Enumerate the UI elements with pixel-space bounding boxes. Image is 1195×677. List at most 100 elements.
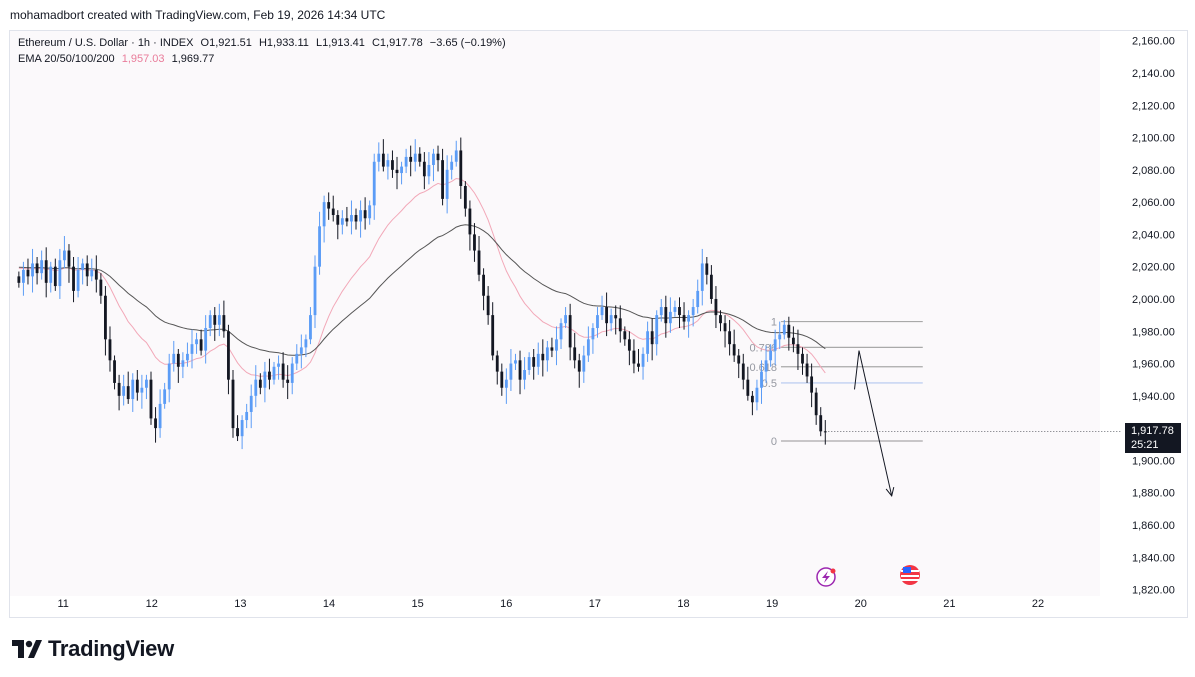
candle-body xyxy=(650,331,654,345)
candle-body xyxy=(413,153,417,162)
candle-body xyxy=(304,339,308,348)
ema-label[interactable]: EMA 20/50/100/200 xyxy=(18,53,115,65)
candle-body xyxy=(135,379,139,393)
candle-body xyxy=(778,334,782,340)
candle-body xyxy=(764,360,768,372)
x-tick-label: 14 xyxy=(323,598,335,610)
candle-body xyxy=(236,428,239,437)
y-tick-label: 2,160.00 xyxy=(1132,36,1175,48)
y-tick-label: 2,000.00 xyxy=(1132,294,1175,306)
candle-body xyxy=(409,156,413,162)
candle-body xyxy=(418,153,422,162)
candle-body xyxy=(541,353,545,361)
x-tick-label: 17 xyxy=(589,598,601,610)
candle-body xyxy=(719,315,722,324)
x-tick-label: 15 xyxy=(412,598,424,610)
y-tick-label: 1,880.00 xyxy=(1132,488,1175,500)
candle-body xyxy=(814,392,818,416)
candle-body xyxy=(568,315,572,348)
candle-body xyxy=(309,315,312,340)
candle-body xyxy=(714,298,718,316)
candle-body xyxy=(796,344,800,354)
candle-body xyxy=(705,263,709,275)
lightning-event-icon[interactable] xyxy=(816,567,836,587)
candle-body xyxy=(495,355,499,372)
candle-body xyxy=(473,234,476,251)
candle-body xyxy=(249,395,253,412)
fib-level-label: 0.618 xyxy=(749,362,777,374)
candle-body xyxy=(295,353,299,364)
events-layer xyxy=(816,565,920,587)
candle-body xyxy=(199,339,203,351)
candle-body xyxy=(299,347,303,354)
candle-body xyxy=(231,379,235,429)
candle-body xyxy=(290,363,294,383)
y-tick-label: 1,900.00 xyxy=(1132,455,1175,467)
candle-body xyxy=(687,315,691,322)
candle-body xyxy=(81,263,85,270)
x-tick-label: 12 xyxy=(146,598,158,610)
candle-body xyxy=(482,274,485,296)
candle-body xyxy=(322,202,326,227)
candle-body xyxy=(550,347,554,351)
candle-body xyxy=(386,160,390,167)
last-price-tag: 1,917.78 25:21 xyxy=(1125,423,1181,453)
candle-body xyxy=(600,307,604,316)
candle-body xyxy=(614,315,618,319)
y-tick-label: 1,940.00 xyxy=(1132,391,1175,403)
candle-body xyxy=(436,153,440,161)
fib-level-label: 0 xyxy=(771,436,777,448)
candle-body xyxy=(559,323,563,340)
candle-body xyxy=(58,260,62,287)
candle-body xyxy=(167,363,171,390)
fib-level-label: 0.786 xyxy=(749,342,777,354)
x-tick-label: 20 xyxy=(855,598,867,610)
candle-body xyxy=(204,328,208,351)
y-axis: 2,160.00 2,140.00 2,120.00 2,100.00 2,080.00… xyxy=(1132,36,1175,597)
x-tick-label: 19 xyxy=(766,598,778,610)
candle-body xyxy=(99,279,103,296)
x-tick-label: 18 xyxy=(677,598,689,610)
candle-body xyxy=(145,379,148,388)
candle-body xyxy=(26,269,30,277)
candle-body xyxy=(641,353,645,367)
candle-body xyxy=(90,269,94,277)
candle-body xyxy=(555,339,558,351)
low-value: L1,913.41 xyxy=(315,37,365,49)
candle-body xyxy=(732,344,736,356)
bar-countdown: 25:21 xyxy=(1131,439,1159,451)
candle-body xyxy=(227,331,230,380)
candle-body xyxy=(586,339,590,356)
candle-body xyxy=(810,376,814,393)
candle-body xyxy=(327,202,331,209)
candles-layer xyxy=(17,137,827,450)
candle-body xyxy=(696,290,700,308)
candle-body xyxy=(31,263,34,277)
candle-body xyxy=(805,363,809,377)
candle-body xyxy=(518,360,522,380)
candle-body xyxy=(286,379,290,383)
projection-layer xyxy=(825,350,1122,498)
candle-body xyxy=(381,153,385,167)
us-flag-event-icon[interactable] xyxy=(900,565,920,585)
candle-body xyxy=(709,274,713,299)
tradingview-logo[interactable]: TradingView xyxy=(12,636,174,662)
close-value: C1,917.78 xyxy=(371,37,423,49)
candle-body xyxy=(359,210,362,222)
symbol-name[interactable]: Ethereum / U.S. Dollar · 1h · INDEX xyxy=(18,37,194,49)
ema-legend: EMA 20/50/100/200 1,957.03 1,969.77 xyxy=(18,53,214,65)
y-tick-label: 1,860.00 xyxy=(1132,520,1175,532)
candle-body xyxy=(277,363,280,367)
candle-body xyxy=(44,260,48,283)
candle-body xyxy=(486,295,490,316)
x-tick-label: 21 xyxy=(943,598,955,610)
brand-name: TradingView xyxy=(48,636,174,661)
candle-body xyxy=(491,315,495,356)
change-value: −3.65 (−0.19%) xyxy=(429,37,506,49)
candle-body xyxy=(760,371,763,388)
candle-body xyxy=(509,363,513,380)
candle-body xyxy=(659,307,663,316)
y-tick-label: 2,100.00 xyxy=(1132,133,1175,145)
ema-50-line xyxy=(18,224,826,356)
